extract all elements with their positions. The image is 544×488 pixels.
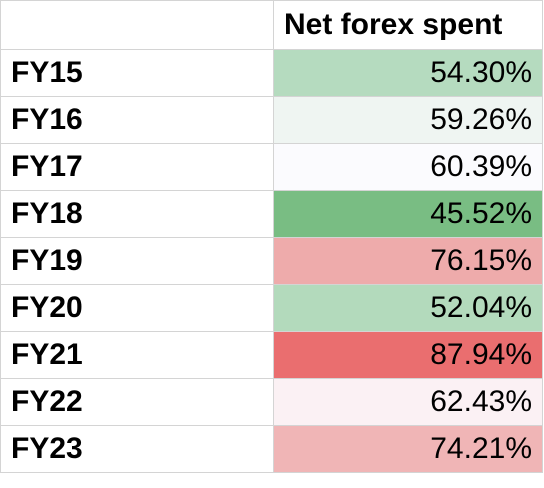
header-corner-cell[interactable] <box>0 0 274 50</box>
table-row: FY21 87.94% <box>0 331 543 379</box>
row-label-cell[interactable]: FY16 <box>0 96 274 144</box>
row-value-cell[interactable]: 59.26% <box>273 96 543 144</box>
table-row: FY17 60.39% <box>0 143 543 191</box>
table-row: FY22 62.43% <box>0 378 543 426</box>
table-row: FY19 76.15% <box>0 237 543 285</box>
row-label-cell[interactable]: FY22 <box>0 378 274 426</box>
table-row: FY18 45.52% <box>0 190 543 238</box>
row-value-cell[interactable]: 52.04% <box>273 284 543 332</box>
table-row: FY23 74.21% <box>0 425 543 473</box>
row-label-cell[interactable]: FY20 <box>0 284 274 332</box>
table-row: FY20 52.04% <box>0 284 543 332</box>
row-value-cell[interactable]: 54.30% <box>273 49 543 97</box>
row-value-cell[interactable]: 45.52% <box>273 190 543 238</box>
header-row: Net forex spent <box>0 0 543 50</box>
row-value-cell[interactable]: 76.15% <box>273 237 543 285</box>
forex-table: Net forex spent FY15 54.30% FY16 59.26% FY17… <box>0 0 543 473</box>
row-value-cell[interactable]: 74.21% <box>273 425 543 473</box>
row-label-cell[interactable]: FY15 <box>0 49 274 97</box>
table-row: FY16 59.26% <box>0 96 543 144</box>
row-label-cell[interactable]: FY18 <box>0 190 274 238</box>
row-value-cell[interactable]: 87.94% <box>273 331 543 379</box>
table-row: FY15 54.30% <box>0 49 543 97</box>
row-value-cell[interactable]: 62.43% <box>273 378 543 426</box>
row-value-cell[interactable]: 60.39% <box>273 143 543 191</box>
row-label-cell[interactable]: FY23 <box>0 425 274 473</box>
row-label-cell[interactable]: FY19 <box>0 237 274 285</box>
header-net-forex-spent[interactable]: Net forex spent <box>273 0 543 50</box>
row-label-cell[interactable]: FY17 <box>0 143 274 191</box>
row-label-cell[interactable]: FY21 <box>0 331 274 379</box>
